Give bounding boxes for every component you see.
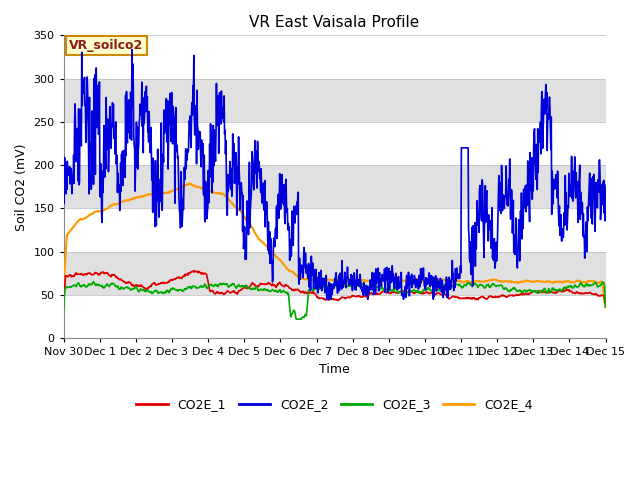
Bar <box>64 252 605 295</box>
X-axis label: Time: Time <box>319 363 350 376</box>
Bar <box>64 165 605 208</box>
Title: VR East Vaisala Profile: VR East Vaisala Profile <box>250 15 420 30</box>
Bar <box>64 79 605 122</box>
Legend: CO2E_1, CO2E_2, CO2E_3, CO2E_4: CO2E_1, CO2E_2, CO2E_3, CO2E_4 <box>131 393 538 416</box>
Text: VR_soilco2: VR_soilco2 <box>69 39 143 52</box>
Y-axis label: Soil CO2 (mV): Soil CO2 (mV) <box>15 143 28 230</box>
